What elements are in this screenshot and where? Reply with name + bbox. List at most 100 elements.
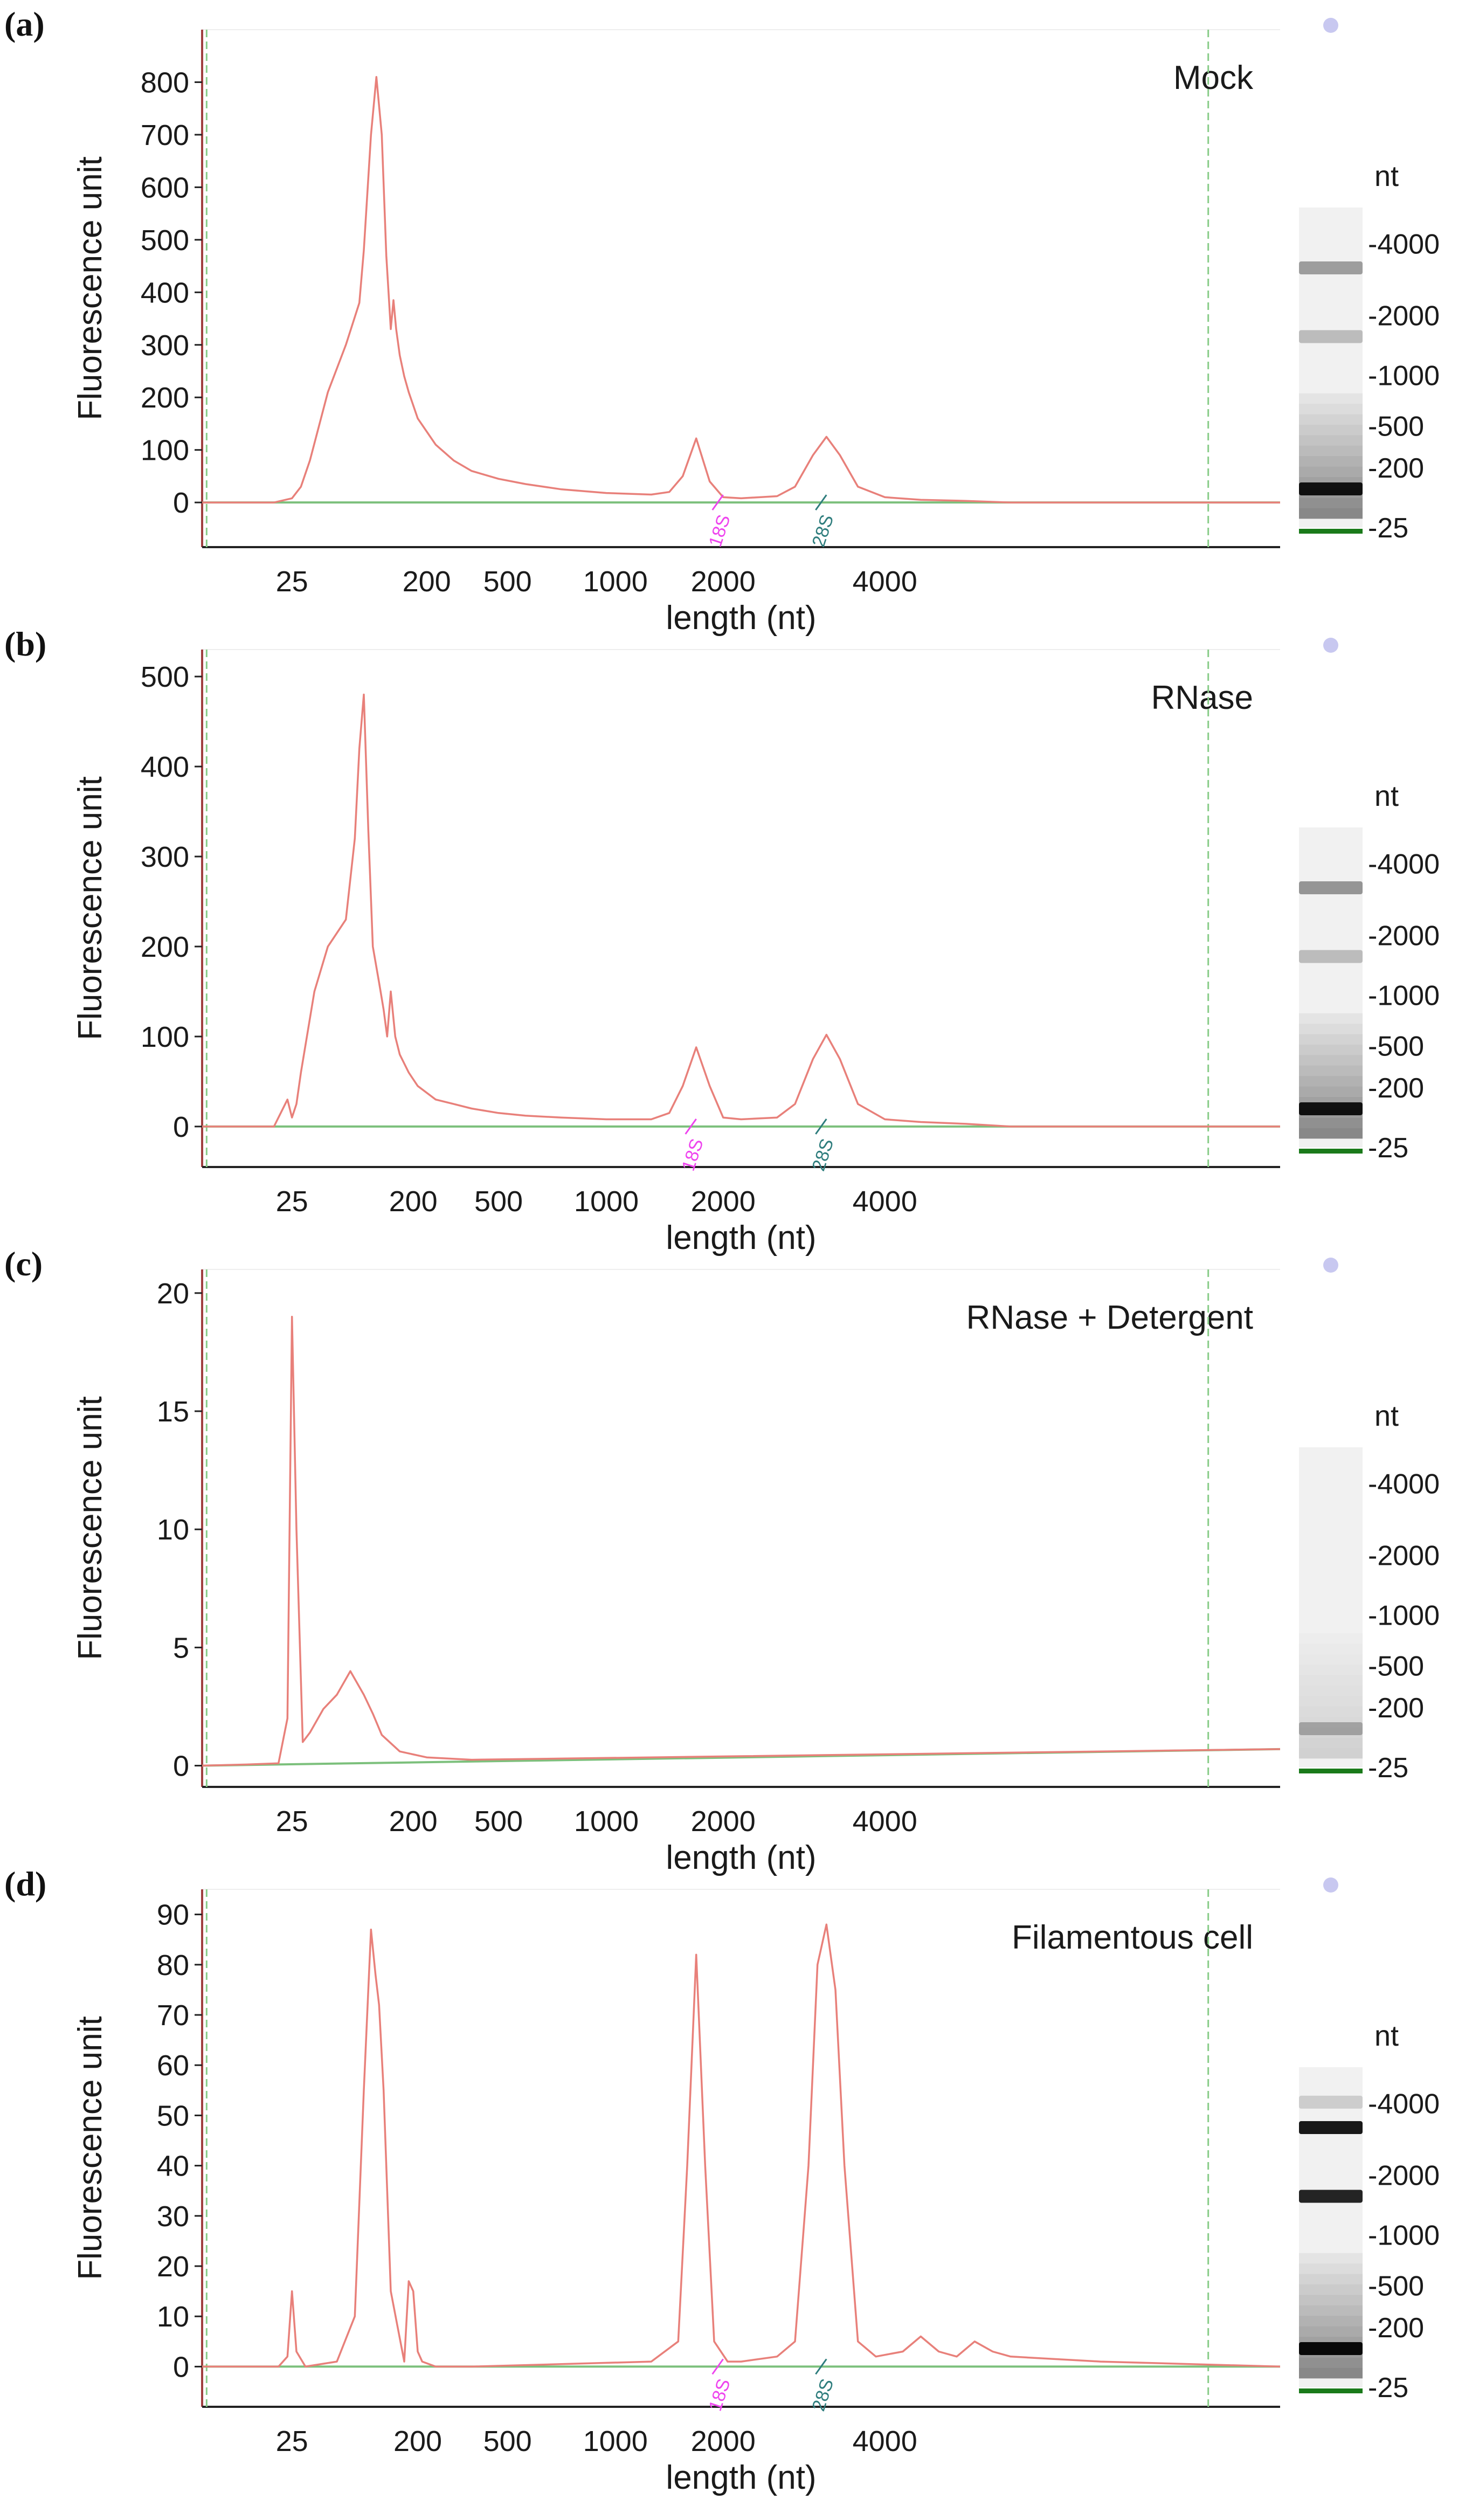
x-tick-label: 4000 bbox=[853, 1805, 917, 1838]
lane-size-label: -4000 bbox=[1368, 2089, 1440, 2120]
panel-c: (c) 0 5 10 15 20 25 200 500 1000 2000 4000 length (n… bbox=[4, 1245, 1440, 1876]
gel-marker-band bbox=[1299, 529, 1363, 534]
y-tick-label: 80 bbox=[157, 1949, 189, 1982]
gel-marker-band bbox=[1299, 2388, 1363, 2393]
gel-smear bbox=[1299, 1664, 1363, 1675]
x-tick-label: 500 bbox=[483, 2425, 532, 2457]
gel-lane-background bbox=[1299, 208, 1363, 528]
y-tick-label: 70 bbox=[157, 1999, 189, 2032]
gel-smear bbox=[1299, 1633, 1363, 1644]
panel-letter: (b) bbox=[4, 625, 46, 663]
y-tick-label: 500 bbox=[141, 661, 189, 693]
gel-smear bbox=[1299, 1727, 1363, 1738]
gel-smear bbox=[1299, 1644, 1363, 1654]
gel-band bbox=[1299, 2095, 1363, 2109]
gel-smear bbox=[1299, 1055, 1363, 1066]
gel-smear bbox=[1299, 1654, 1363, 1664]
gel-smear bbox=[1299, 2367, 1363, 2379]
gel-well-dot bbox=[1323, 638, 1338, 653]
x-tick-label: 4000 bbox=[853, 565, 917, 598]
gel-band bbox=[1299, 482, 1363, 495]
panel-letter: (a) bbox=[4, 5, 45, 43]
gel-smear bbox=[1299, 1675, 1363, 1686]
gel-smear bbox=[1299, 404, 1363, 415]
rrna-pointer bbox=[815, 2358, 827, 2375]
x-axis-label: length (nt) bbox=[666, 1839, 816, 1876]
lane-size-label: -1000 bbox=[1368, 2220, 1440, 2251]
panel-d: (d) 0 10 20 30 40 50 60 70 80 90 25 200 500 1000 2000 40… bbox=[4, 1865, 1440, 2496]
sample-title: Mock bbox=[1173, 59, 1254, 96]
lane-size-label: -200 bbox=[1368, 1073, 1424, 1104]
y-tick-label: 40 bbox=[157, 2150, 189, 2183]
x-tick-label: 200 bbox=[389, 1185, 438, 1218]
y-tick-label: 800 bbox=[141, 66, 189, 99]
gel-smear bbox=[1299, 1748, 1363, 1759]
gel-band bbox=[1299, 2121, 1363, 2135]
electropherogram-trace bbox=[202, 693, 1280, 1128]
gel-well-dot bbox=[1323, 1877, 1338, 1893]
gel-smear bbox=[1299, 1065, 1363, 1076]
x-tick-label: 25 bbox=[276, 1185, 308, 1218]
rrna-pointer bbox=[711, 2358, 724, 2375]
x-tick-label: 2000 bbox=[691, 1185, 756, 1218]
lane-size-label: -25 bbox=[1368, 2372, 1408, 2404]
lane-size-label: -1000 bbox=[1368, 360, 1440, 391]
gel-smear bbox=[1299, 1706, 1363, 1717]
y-axis-label: Fluorescence unit bbox=[72, 776, 109, 1040]
gel-smear bbox=[1299, 1716, 1363, 1728]
rrna-pointer bbox=[815, 1118, 827, 1135]
x-tick-label: 1000 bbox=[574, 1805, 639, 1838]
gel-well-dot bbox=[1323, 1258, 1338, 1273]
panel-b: (b) 0 100 200 300 400 500 25 200 500 1000 2000 4000 l… bbox=[4, 625, 1440, 1256]
gel-smear bbox=[1299, 2326, 1363, 2337]
y-tick-label: 300 bbox=[141, 841, 189, 873]
lane-size-label: -200 bbox=[1368, 2312, 1424, 2344]
lane-size-label: -1000 bbox=[1368, 1600, 1440, 1631]
y-tick-label: 0 bbox=[173, 1750, 189, 1783]
y-tick-label: 0 bbox=[173, 2351, 189, 2383]
sample-title: Filamentous cell bbox=[1012, 1919, 1253, 1956]
gel-smear bbox=[1299, 414, 1363, 425]
x-axis-label: length (nt) bbox=[666, 1219, 816, 1256]
lane-size-label: -25 bbox=[1368, 1752, 1408, 1784]
x-tick-label: 200 bbox=[403, 565, 451, 598]
lane-size-label: -200 bbox=[1368, 453, 1424, 484]
rrna-label: 18S bbox=[705, 512, 735, 549]
y-tick-label: 15 bbox=[157, 1396, 189, 1428]
gel-marker-band bbox=[1299, 1149, 1363, 1154]
y-tick-label: 90 bbox=[157, 1899, 189, 1931]
gel-lane-background bbox=[1299, 2067, 1363, 2387]
y-tick-label: 10 bbox=[157, 2301, 189, 2333]
gel-smear bbox=[1299, 1696, 1363, 1707]
gel-smear bbox=[1299, 2305, 1363, 2316]
gel-smear bbox=[1299, 1685, 1363, 1696]
gel-smear bbox=[1299, 2284, 1363, 2295]
lane-size-label: -2000 bbox=[1368, 921, 1440, 952]
gel-band bbox=[1299, 261, 1363, 275]
x-tick-label: 2000 bbox=[691, 1805, 756, 1838]
lane-size-label: -4000 bbox=[1368, 229, 1440, 260]
gel-marker-band bbox=[1299, 1769, 1363, 1773]
gel-smear bbox=[1299, 1044, 1363, 1055]
gel-band bbox=[1299, 881, 1363, 895]
gel-smear bbox=[1299, 2263, 1363, 2274]
x-tick-label: 200 bbox=[389, 1805, 438, 1838]
y-tick-label: 700 bbox=[141, 119, 189, 151]
y-tick-label: 400 bbox=[141, 751, 189, 783]
sample-title: RNase + Detergent bbox=[966, 1299, 1253, 1336]
lane-unit-label: nt bbox=[1374, 780, 1399, 812]
y-tick-label: 20 bbox=[157, 1278, 189, 1310]
y-tick-label: 400 bbox=[141, 277, 189, 309]
gel-smear bbox=[1299, 424, 1363, 436]
gel-lane-background bbox=[1299, 1447, 1363, 1768]
gel-smear bbox=[1299, 1024, 1363, 1034]
x-tick-label: 1000 bbox=[583, 2425, 648, 2457]
y-tick-label: 100 bbox=[141, 1021, 189, 1053]
gel-smear bbox=[1299, 1117, 1363, 1128]
gel-smear bbox=[1299, 2295, 1363, 2305]
gel-smear bbox=[1299, 508, 1363, 519]
y-tick-label: 30 bbox=[157, 2200, 189, 2233]
x-tick-label: 4000 bbox=[853, 2425, 917, 2457]
gel-band bbox=[1299, 330, 1363, 343]
gel-band bbox=[1299, 1722, 1363, 1735]
